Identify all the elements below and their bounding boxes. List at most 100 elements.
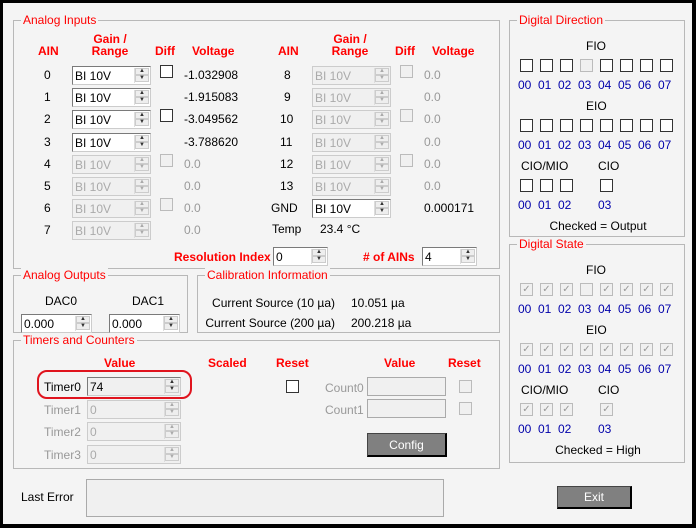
- diff-checkbox[interactable]: [160, 109, 173, 123]
- ain-range-spinner[interactable]: BI 10V ▲ ▼: [312, 88, 391, 108]
- ain-range-spinner[interactable]: BI 10V ▲ ▼: [312, 110, 391, 130]
- ain-range-spinner[interactable]: BI 10V ▲ ▼: [312, 199, 391, 219]
- ain-range-spinner[interactable]: BI 10V ▲ ▼: [312, 132, 391, 152]
- digital-direction-eio-checkbox[interactable]: [540, 119, 553, 132]
- digital-direction-fio-checkbox[interactable]: [520, 59, 533, 72]
- spinner-arrows-icon[interactable]: ▲ ▼: [134, 90, 149, 106]
- spinner-arrows-icon[interactable]: ▲ ▼: [164, 379, 179, 394]
- digital-state-eio-checkbox[interactable]: ✓: [660, 343, 673, 356]
- spinner-arrows-icon[interactable]: ▲ ▼: [374, 179, 389, 194]
- counter-reset-checkbox[interactable]: [459, 380, 472, 393]
- ain-range-spinner[interactable]: BI 10V ▲ ▼: [72, 199, 151, 219]
- counter-reset-checkbox[interactable]: [459, 402, 472, 415]
- digital-direction-fio-checkbox[interactable]: [660, 59, 673, 72]
- timer-value-spinner[interactable]: 74 ▲ ▼: [87, 377, 181, 396]
- digital-direction-eio-checkbox[interactable]: [520, 119, 533, 132]
- diff-checkbox[interactable]: [160, 65, 173, 78]
- spinner-arrows-icon[interactable]: ▲ ▼: [374, 90, 389, 106]
- digital-direction-fio-checkbox[interactable]: [540, 59, 553, 72]
- digital-state-eio-checkbox[interactable]: ✓: [560, 343, 573, 356]
- config-button[interactable]: Config: [367, 433, 447, 457]
- ain-range-spinner[interactable]: BI 10V ▲ ▼: [72, 132, 151, 152]
- spinner-arrows-icon[interactable]: ▲ ▼: [134, 112, 149, 128]
- diff-checkbox[interactable]: [400, 65, 413, 78]
- ain-range-spinner[interactable]: BI 10V ▲ ▼: [72, 154, 151, 174]
- digital-state-eio-checkbox[interactable]: ✓: [600, 343, 613, 356]
- spinner-arrows-icon[interactable]: ▲ ▼: [134, 68, 149, 83]
- digital-direction-eio-checkbox[interactable]: [580, 119, 593, 132]
- diff-checkbox[interactable]: [400, 153, 413, 167]
- spinner-arrows-icon[interactable]: ▲ ▼: [164, 401, 179, 417]
- counter-value-field[interactable]: [367, 377, 446, 396]
- spinner-arrows-icon[interactable]: ▲ ▼: [134, 179, 149, 194]
- diff-checkbox[interactable]: [160, 198, 173, 212]
- digital-state-fio-checkbox[interactable]: ✓: [600, 283, 613, 296]
- ain-range-spinner[interactable]: BI 10V ▲ ▼: [312, 177, 391, 196]
- digital-direction-fio-checkbox[interactable]: [640, 59, 653, 72]
- digital-direction-fio-checkbox[interactable]: [620, 59, 633, 72]
- digital-direction-fio-checkbox[interactable]: [600, 59, 613, 72]
- spinner-arrows-icon[interactable]: ▲ ▼: [374, 201, 389, 217]
- spinner-arrows-icon[interactable]: ▲ ▼: [163, 316, 178, 331]
- digital-state-cio-checkbox[interactable]: ✓: [600, 403, 613, 416]
- digital-state-fio-checkbox[interactable]: ✓: [640, 283, 653, 296]
- ain-range-spinner[interactable]: BI 10V ▲ ▼: [72, 221, 151, 241]
- digital-direction-fio-checkbox[interactable]: [560, 59, 573, 72]
- digital-direction-fio-checkbox[interactable]: [580, 59, 593, 72]
- timer-value-spinner[interactable]: 0 ▲ ▼: [87, 422, 181, 441]
- digital-direction-eio-checkbox[interactable]: [660, 119, 673, 132]
- digital-state-ciomio-checkbox[interactable]: ✓: [520, 403, 533, 416]
- spinner-arrows-icon[interactable]: ▲ ▼: [134, 223, 149, 239]
- digital-state-fio-checkbox[interactable]: ✓: [620, 283, 633, 296]
- spinner-arrows-icon[interactable]: ▲ ▼: [460, 249, 475, 264]
- digital-state-eio-checkbox[interactable]: ✓: [520, 343, 533, 356]
- digital-state-fio-checkbox[interactable]: ✓: [520, 283, 533, 296]
- spinner-arrows-icon[interactable]: ▲ ▼: [164, 446, 179, 462]
- digital-state-fio-checkbox[interactable]: [580, 283, 593, 296]
- dac0-spinner[interactable]: 0.000 ▲ ▼: [21, 314, 92, 333]
- spinner-arrows-icon[interactable]: ▲ ▼: [311, 249, 326, 264]
- digital-state-ciomio-checkbox[interactable]: ✓: [540, 403, 553, 416]
- digital-direction-ciomio-checkbox[interactable]: [540, 179, 553, 192]
- digital-direction-ciomio-checkbox[interactable]: [560, 179, 573, 192]
- ain-range-spinner[interactable]: BI 10V ▲ ▼: [312, 66, 391, 85]
- diff-checkbox[interactable]: [160, 153, 173, 167]
- ain-range-spinner[interactable]: BI 10V ▲ ▼: [312, 154, 391, 174]
- spinner-arrows-icon[interactable]: ▲ ▼: [134, 201, 149, 217]
- num-ains-spinner[interactable]: 4 ▲ ▼: [422, 247, 477, 266]
- counter-value-field[interactable]: [367, 399, 446, 418]
- ain-range-spinner[interactable]: BI 10V ▲ ▼: [72, 88, 151, 108]
- ain-range-spinner[interactable]: BI 10V ▲ ▼: [72, 110, 151, 130]
- resolution-index-spinner[interactable]: 0 ▲ ▼: [273, 247, 328, 266]
- digital-direction-eio-checkbox[interactable]: [560, 119, 573, 132]
- spinner-arrows-icon[interactable]: ▲ ▼: [134, 156, 149, 172]
- digital-state-fio-checkbox[interactable]: ✓: [540, 283, 553, 296]
- digital-direction-eio-checkbox[interactable]: [620, 119, 633, 132]
- ain-range-spinner[interactable]: BI 10V ▲ ▼: [72, 177, 151, 196]
- spinner-arrows-icon[interactable]: ▲ ▼: [75, 316, 90, 331]
- digital-state-eio-checkbox[interactable]: ✓: [640, 343, 653, 356]
- digital-direction-cio-checkbox[interactable]: [600, 179, 613, 192]
- dac1-spinner[interactable]: 0.000 ▲ ▼: [109, 314, 180, 333]
- digital-direction-eio-checkbox[interactable]: [600, 119, 613, 132]
- spinner-arrows-icon[interactable]: ▲ ▼: [164, 424, 179, 439]
- spinner-arrows-icon[interactable]: ▲ ▼: [374, 134, 389, 150]
- spinner-arrows-icon[interactable]: ▲ ▼: [134, 134, 149, 150]
- timer-value-spinner[interactable]: 0 ▲ ▼: [87, 444, 181, 464]
- spinner-arrows-icon[interactable]: ▲ ▼: [374, 156, 389, 172]
- spinner-arrows-icon[interactable]: ▲ ▼: [374, 68, 389, 83]
- digital-state-eio-checkbox[interactable]: ✓: [580, 343, 593, 356]
- digital-state-ciomio-checkbox[interactable]: ✓: [560, 403, 573, 416]
- digital-state-eio-checkbox[interactable]: ✓: [540, 343, 553, 356]
- digital-state-eio-checkbox[interactable]: ✓: [620, 343, 633, 356]
- digital-state-fio-checkbox[interactable]: ✓: [660, 283, 673, 296]
- digital-direction-ciomio-checkbox[interactable]: [520, 179, 533, 192]
- ain-range-spinner[interactable]: BI 10V ▲ ▼: [72, 66, 151, 85]
- exit-button[interactable]: Exit: [557, 486, 632, 509]
- diff-checkbox[interactable]: [400, 109, 413, 123]
- digital-state-fio-checkbox[interactable]: ✓: [560, 283, 573, 296]
- spinner-arrows-icon[interactable]: ▲ ▼: [374, 112, 389, 128]
- timer-value-spinner[interactable]: 0 ▲ ▼: [87, 399, 181, 419]
- digital-direction-eio-checkbox[interactable]: [640, 119, 653, 132]
- timer-reset-checkbox[interactable]: [286, 380, 299, 393]
